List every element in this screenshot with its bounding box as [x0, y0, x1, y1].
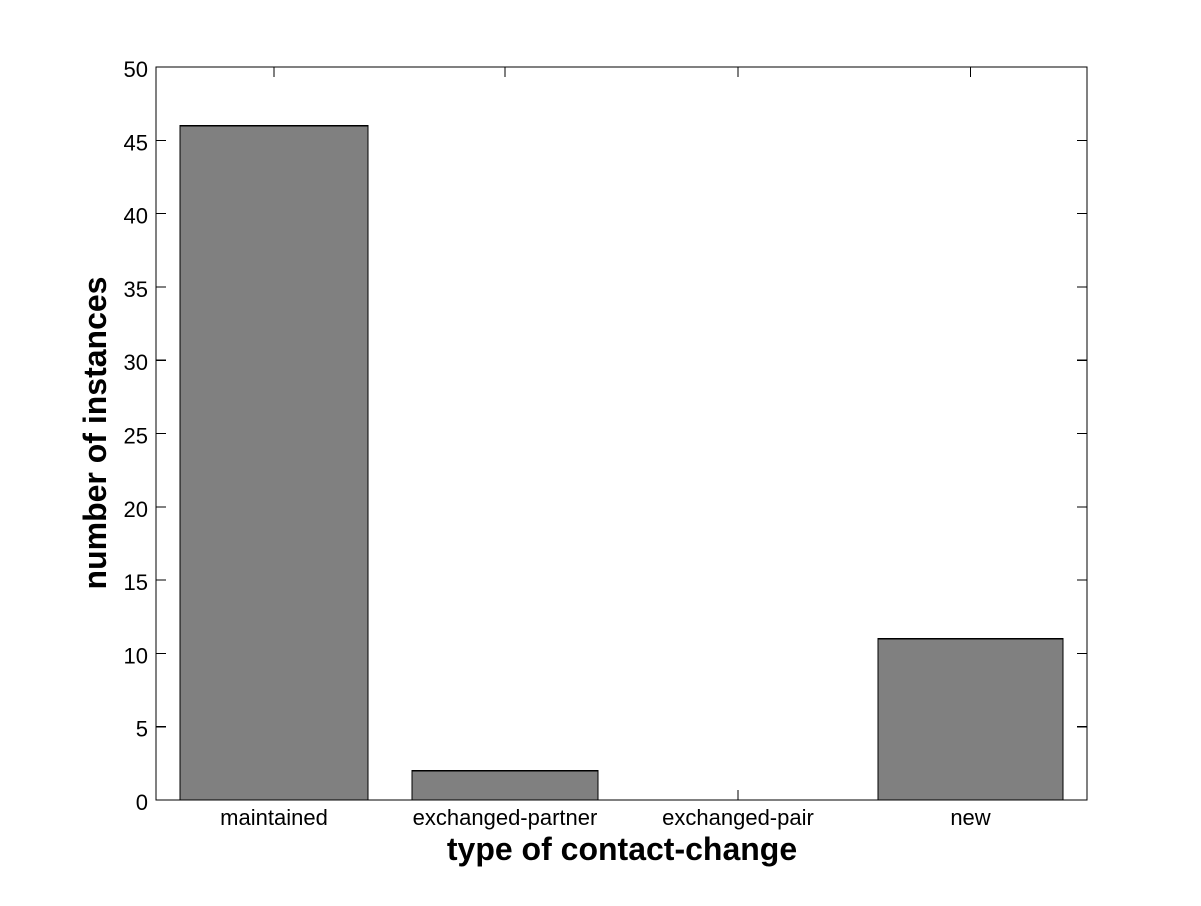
svg-text:45: 45	[124, 130, 148, 155]
svg-text:25: 25	[124, 424, 148, 449]
svg-text:exchanged-partner: exchanged-partner	[413, 805, 598, 830]
svg-text:new: new	[950, 805, 990, 830]
svg-text:type of contact-change: type of contact-change	[447, 831, 797, 867]
svg-text:40: 40	[124, 204, 148, 229]
svg-text:30: 30	[124, 350, 148, 375]
svg-text:exchanged-pair: exchanged-pair	[662, 805, 814, 830]
svg-text:0: 0	[136, 790, 148, 815]
svg-text:10: 10	[124, 643, 148, 668]
svg-text:number of instances: number of instances	[77, 277, 113, 590]
svg-text:maintained: maintained	[220, 805, 328, 830]
svg-text:15: 15	[124, 570, 148, 595]
svg-text:5: 5	[136, 717, 148, 742]
svg-text:35: 35	[124, 277, 148, 302]
svg-text:50: 50	[124, 57, 148, 82]
svg-text:20: 20	[124, 497, 148, 522]
